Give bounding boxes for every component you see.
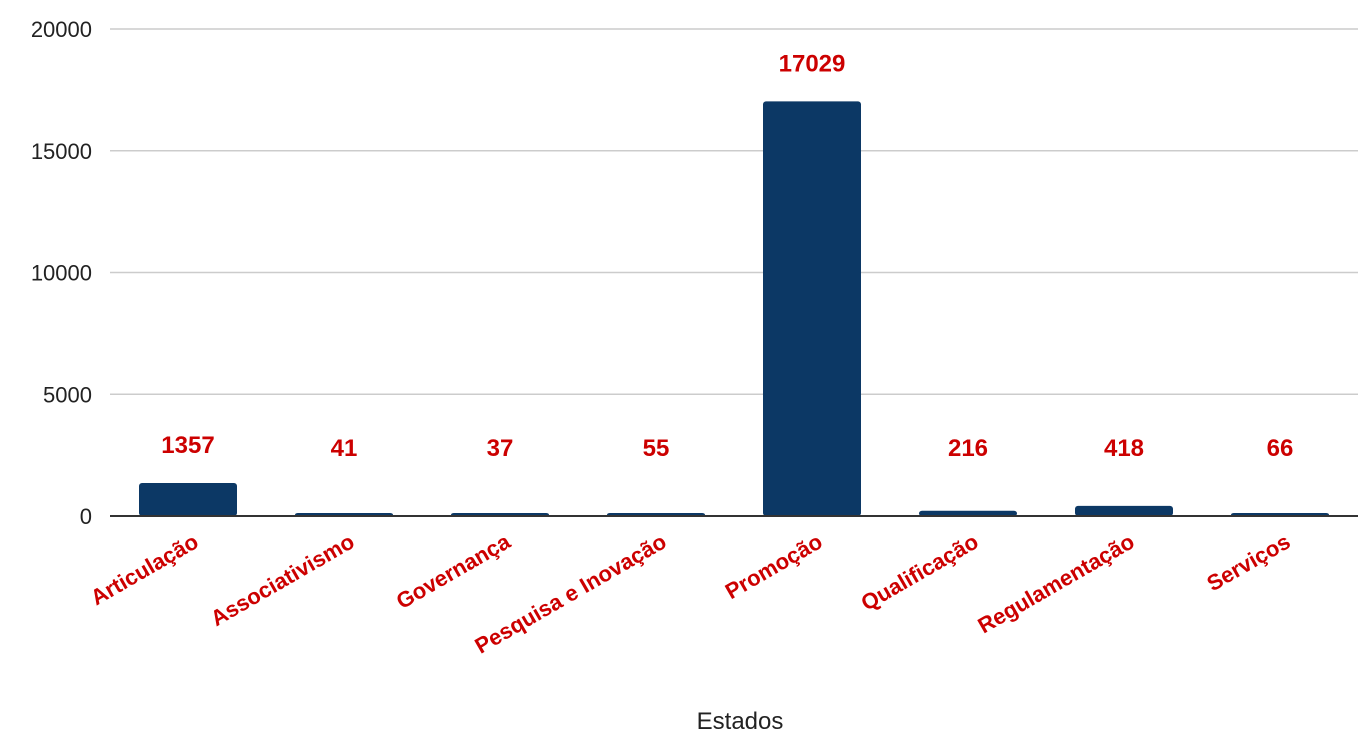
y-tick-label: 15000 [31, 139, 92, 164]
bar-articula-o [139, 482, 237, 516]
x-tick-label: Qualificação [857, 529, 983, 616]
x-tick-label: Governança [392, 528, 515, 614]
data-label: 66 [1267, 435, 1294, 462]
bar-promo-o [763, 101, 861, 517]
bar-qualifica-o [919, 510, 1017, 516]
y-axis-ticks: 0 5000 10000 15000 20000 [31, 17, 92, 529]
data-label: 55 [643, 435, 670, 462]
x-tick-label: Associativismo [206, 529, 358, 631]
data-label: 17029 [779, 50, 846, 77]
data-label: 37 [487, 435, 514, 462]
data-labels: 1357 41 37 55 17029 216 418 66 [161, 50, 1293, 462]
data-label: 418 [1104, 435, 1144, 462]
data-label: 41 [331, 435, 358, 462]
data-label: 1357 [161, 432, 214, 459]
x-tick-label: Serviços [1203, 529, 1295, 597]
bars [139, 101, 1329, 517]
y-tick-label: 20000 [31, 17, 92, 42]
data-label: 216 [948, 435, 988, 462]
y-tick-label: 10000 [31, 261, 92, 286]
y-tick-label: 5000 [43, 382, 92, 407]
x-tick-label: Articulação [86, 529, 202, 611]
bar-regulamenta-o [1075, 505, 1173, 516]
x-axis-category-labels: Articulação Associativismo GovernançaPesqu… [86, 528, 1294, 658]
gridlines [110, 28, 1358, 395]
y-tick-label: 0 [80, 504, 92, 529]
x-tick-label: Regulamentação [974, 529, 1139, 639]
x-axis-title: Estados [697, 708, 784, 735]
x-tick-label: Promoção [721, 529, 827, 604]
